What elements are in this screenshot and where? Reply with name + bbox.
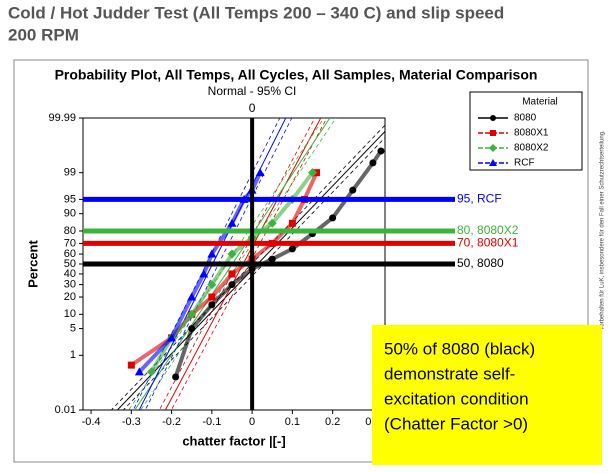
point <box>228 270 236 278</box>
point <box>489 144 497 152</box>
reference-label: 80, 8080X2 <box>457 223 519 237</box>
point <box>490 115 496 121</box>
y-tick-label: 99 <box>64 167 76 179</box>
point <box>228 281 236 289</box>
slide-title: Cold / Hot Judder Test (All Temps 200 – … <box>8 3 504 22</box>
point <box>490 130 496 136</box>
x-axis-label: chatter factor |[-] <box>182 433 285 448</box>
series-line <box>173 149 383 378</box>
y-tick-label: 30 <box>64 278 76 290</box>
point <box>167 333 177 342</box>
legend-label: RCF <box>514 158 535 169</box>
overlay: -0.4-0.3-0.2-0.100.10.20.30.011510203040… <box>25 91 602 465</box>
x-tick-label: -0.3 <box>122 416 141 428</box>
point <box>268 255 276 263</box>
x-tick-label: 0 <box>249 416 255 428</box>
x-tick-label: -0.4 <box>82 416 101 428</box>
point <box>489 159 497 166</box>
reference-label: 0 <box>249 101 256 115</box>
y-tick-label: 20 <box>64 291 76 303</box>
y-tick-label: 0.01 <box>55 404 76 416</box>
point <box>377 147 385 155</box>
point <box>349 186 357 194</box>
y-tick-label: 40 <box>64 268 76 280</box>
x-tick-label: 0.1 <box>285 416 300 428</box>
x-tick-label: 0.2 <box>325 416 340 428</box>
point <box>207 249 217 258</box>
reference-label: 70, 8080X1 <box>457 236 519 250</box>
point <box>208 293 216 301</box>
point <box>308 168 318 178</box>
annotation-text: 50% of 8080 (black) <box>384 339 535 358</box>
point <box>187 292 197 301</box>
point <box>146 367 156 377</box>
point <box>134 367 144 376</box>
y-tick-label: 5 <box>70 322 76 334</box>
annotation-text: demonstrate self- <box>384 364 515 383</box>
y-tick-label: 90 <box>64 208 76 220</box>
point <box>188 325 196 333</box>
annotation-text: (Chatter Factor >0) <box>384 414 528 433</box>
point <box>329 214 337 222</box>
point <box>172 373 180 381</box>
point <box>267 218 277 228</box>
x-tick-label: -0.1 <box>202 416 221 428</box>
legend <box>469 91 583 171</box>
point <box>208 301 216 309</box>
slide-title: 200 RPM <box>8 25 79 44</box>
y-tick-label: 95 <box>64 193 76 205</box>
reference-label: 95, RCF <box>457 192 502 206</box>
point <box>227 218 237 227</box>
legend-title: Material <box>522 97 558 108</box>
point <box>369 159 377 167</box>
point <box>127 361 135 369</box>
chart-title: Probability Plot, All Temps, All Cycles,… <box>55 67 538 83</box>
legend-label: 8080X1 <box>514 128 549 139</box>
point <box>227 249 237 259</box>
y-tick-label: 1 <box>70 349 76 361</box>
x-tick-label: -0.2 <box>162 416 181 428</box>
y-tick-label: 99.99 <box>48 112 76 124</box>
y-tick-label: 70 <box>64 237 76 249</box>
point <box>199 269 209 278</box>
point <box>288 245 296 253</box>
annotation-box <box>372 325 602 465</box>
y-tick-label: 80 <box>64 225 76 237</box>
chart-subtitle: Normal - 95% CI <box>208 84 297 98</box>
reference-label: 50, 8080 <box>457 256 504 270</box>
point <box>187 309 197 319</box>
y-tick-label: 50 <box>64 258 76 270</box>
y-tick-label: 10 <box>64 308 76 320</box>
point <box>288 219 296 227</box>
legend-label: 8080X2 <box>514 143 549 154</box>
y-axis-label: Percent <box>25 239 40 287</box>
annotation-text: excitation condition <box>384 389 529 408</box>
side-note: vorbehalten für LuK, insbesondere für de… <box>600 130 606 330</box>
point <box>255 168 265 177</box>
y-tick-label: 60 <box>64 248 76 260</box>
legend-label: 8080 <box>514 113 537 124</box>
point <box>207 280 217 290</box>
